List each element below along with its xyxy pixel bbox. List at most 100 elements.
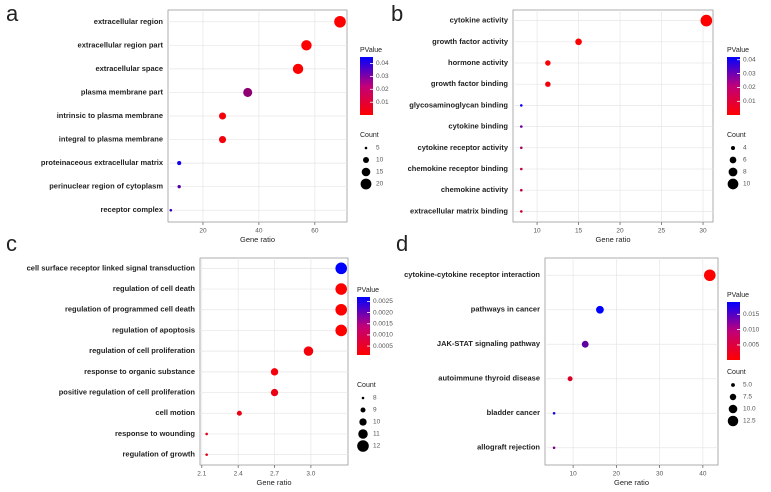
dot (270, 368, 279, 376)
dot (519, 188, 523, 192)
dot (519, 146, 523, 150)
x-tick-label: 25 (658, 228, 666, 235)
category-label: cytokine receptor activity (418, 143, 509, 152)
dot (301, 40, 312, 51)
dot (177, 161, 182, 166)
x-axis-label: Gene ratio (614, 478, 649, 487)
size-legend-title: Count (357, 382, 376, 389)
size-legend-label: 10 (743, 181, 751, 188)
color-bar-label: 0.03 (376, 73, 389, 80)
size-legend-label: 12 (373, 443, 381, 450)
category-label: cell surface receptor linked signal tran… (27, 263, 196, 272)
color-bar-label: 0.015 (743, 311, 760, 318)
dot (218, 136, 227, 144)
size-legend-dot (728, 404, 738, 414)
color-bar-label: 0.04 (743, 56, 756, 63)
size-legend-dot (360, 407, 366, 413)
size-legend-label: 6 (743, 157, 747, 164)
color-bar (357, 297, 370, 355)
category-label: bladder cancer (487, 408, 540, 417)
size-legend-title: Count (360, 132, 379, 139)
size-legend-dot (729, 156, 737, 164)
dot (581, 340, 589, 348)
color-bar (727, 302, 740, 360)
color-bar-label: 0.01 (743, 98, 756, 105)
category-label: receptor complex (100, 205, 163, 214)
x-tick-label: 2.7 (270, 471, 279, 478)
size-legend-label: 10 (373, 419, 381, 426)
category-label: growth factor binding (431, 79, 508, 88)
x-tick-label: 3.0 (306, 471, 315, 478)
x-tick-label: 40 (699, 471, 707, 478)
category-label: hormone activity (448, 58, 509, 67)
dot (703, 269, 716, 282)
dot (335, 262, 348, 275)
category-label: regulation of programmed cell death (65, 305, 195, 314)
category-label: response to wounding (115, 429, 195, 438)
category-label: response to organic substance (84, 367, 195, 376)
size-legend-dot (360, 178, 372, 190)
dot (519, 104, 523, 107)
category-label: regulation of cell proliferation (89, 346, 195, 355)
category-label: autoimmune thyroid disease (438, 374, 540, 383)
color-bar-label: 0.0025 (373, 298, 393, 305)
size-legend-label: 10.0 (743, 406, 756, 413)
category-label: chemokine activity (441, 185, 509, 194)
dot (335, 324, 348, 337)
dot (292, 63, 304, 75)
dot (205, 432, 208, 436)
size-legend-dot (361, 396, 365, 400)
dot (334, 15, 346, 28)
category-label: positive regulation of cell proliferatio… (59, 388, 196, 397)
dot (519, 167, 523, 171)
x-tick-label: 20 (616, 228, 624, 235)
dot (236, 410, 242, 416)
size-legend-dot (730, 145, 736, 151)
category-label: glycosaminoglycan binding (409, 100, 508, 109)
color-legend-title: PValue (727, 292, 749, 299)
size-legend-dot (358, 429, 368, 439)
color-bar-label: 0.02 (743, 84, 756, 91)
category-label: growth factor activity (432, 37, 509, 46)
size-legend-label: 9 (373, 407, 377, 414)
dot (177, 184, 181, 189)
size-legend-label: 11 (373, 431, 380, 438)
size-legend-label: 20 (376, 181, 384, 188)
x-tick-label: 2.4 (234, 471, 243, 478)
x-axis-label: Gene ratio (595, 235, 630, 244)
panel-label: d (396, 231, 408, 256)
x-tick-label: 20 (613, 471, 621, 478)
x-axis-label: Gene ratio (256, 478, 291, 487)
size-legend-dot (361, 167, 371, 177)
panel-label: c (6, 231, 17, 256)
category-label: extracellular region (94, 17, 164, 26)
category-label: regulation of growth (123, 450, 196, 459)
size-legend-label: 7.5 (743, 394, 752, 401)
size-legend-dot (727, 178, 739, 190)
size-legend-title: Count (727, 369, 746, 376)
size-legend-label: 4 (743, 145, 747, 152)
size-legend-label: 5.0 (743, 382, 752, 389)
category-label: plasma membrane part (81, 87, 164, 96)
dot (567, 376, 573, 382)
color-bar-label: 0.010 (743, 326, 760, 333)
x-tick-label: 30 (699, 228, 707, 235)
color-legend-title: PValue (360, 47, 382, 54)
dot (205, 453, 208, 456)
color-bar-label: 0.03 (743, 70, 756, 77)
category-label: cytokine binding (448, 122, 508, 131)
x-tick-label: 10 (533, 228, 541, 235)
category-label: allograft rejection (477, 443, 540, 452)
x-tick-label: 15 (575, 228, 583, 235)
size-legend-label: 5 (376, 145, 380, 152)
dot (552, 446, 556, 450)
color-legend-title: PValue (727, 47, 749, 54)
color-bar-label: 0.0015 (373, 320, 393, 327)
dot (519, 210, 523, 213)
color-bar-label: 0.01 (376, 99, 389, 106)
color-bar-label: 0.0010 (373, 332, 393, 339)
dot (335, 283, 348, 295)
plot-area (199, 257, 349, 466)
category-label: integral to plasma membrane (59, 135, 163, 144)
color-bar (727, 57, 740, 115)
